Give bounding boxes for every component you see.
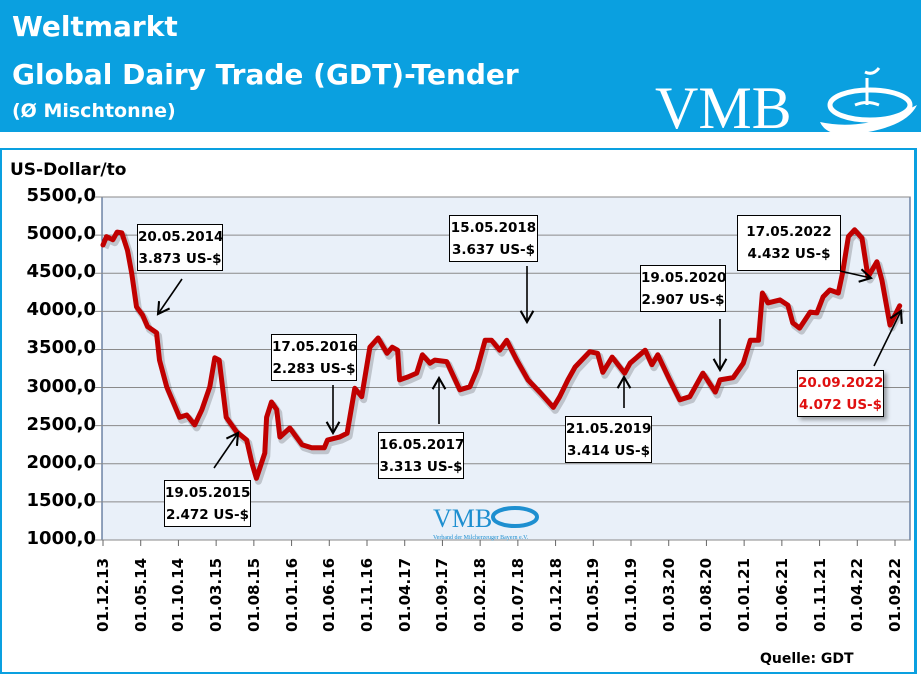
annotation-box: 21.05.2019 3.414 US-$ bbox=[565, 416, 652, 463]
annotation-box: 19.05.2020 2.907 US-$ bbox=[640, 265, 726, 312]
watermark-subtitle: Verband der Milcherzeuger Bayern e.V. bbox=[433, 535, 529, 541]
annotation-box: 20.05.2014 3.873 US-$ bbox=[137, 224, 223, 271]
y-tick-label: 2000,0 bbox=[26, 451, 96, 473]
y-tick-label: 3500,0 bbox=[26, 337, 96, 359]
arrow-2015 bbox=[213, 431, 240, 469]
annotation-box: 16.05.2017 3.313 US-$ bbox=[378, 432, 464, 479]
series-line-gdt-price bbox=[100, 227, 903, 481]
annotation-value: 3.873 US-$ bbox=[138, 251, 222, 267]
title-line-1: Weltmarkt bbox=[12, 10, 178, 43]
annotation-box: 19.05.2015 2.472 US-$ bbox=[164, 480, 251, 527]
y-tick-label: 5000,0 bbox=[26, 223, 96, 245]
annotation-arrows bbox=[156, 266, 903, 469]
y-tick-label: 4000,0 bbox=[26, 299, 96, 321]
annotation-box: 17.05.2022 4.432 US-$ bbox=[737, 215, 841, 271]
annotation-value: 2.283 US-$ bbox=[272, 361, 356, 377]
annotation-date: 21.05.2019 bbox=[566, 421, 652, 437]
title-line-3: (Ø Mischtonne) bbox=[12, 100, 176, 122]
annotation-value: 2.472 US-$ bbox=[165, 507, 250, 523]
title-line-2: Global Dairy Trade (GDT)-Tender bbox=[12, 58, 519, 91]
y-tick-label: 2500,0 bbox=[26, 413, 96, 435]
annotation-value: 3.313 US-$ bbox=[379, 459, 463, 475]
arrow-2022-05 bbox=[839, 268, 874, 283]
y-tick-label: 4500,0 bbox=[26, 261, 96, 283]
annotation-date: 17.05.2022 bbox=[746, 224, 832, 240]
y-axis-label: US-Dollar/to bbox=[10, 160, 127, 180]
source-label: Quelle: GDT bbox=[760, 651, 854, 667]
annotation-date: 20.05.2014 bbox=[138, 229, 224, 245]
annotation-box: 15.05.2018 3.637 US-$ bbox=[449, 215, 538, 262]
annotation-box: 20.09.2022 4.072 US-$ bbox=[797, 370, 884, 417]
annotation-date: 19.05.2015 bbox=[165, 485, 251, 501]
annotation-date: 19.05.2020 bbox=[641, 270, 727, 286]
annotation-value: 4.432 US-$ bbox=[747, 246, 831, 262]
annotation-value: 4.072 US-$ bbox=[798, 397, 883, 413]
arrow-2014 bbox=[156, 278, 183, 316]
y-tick-label: 5500,0 bbox=[26, 185, 96, 206]
svg-text:VMB: VMB bbox=[655, 75, 792, 140]
vmb-logo: VMB bbox=[655, 67, 917, 140]
annotation-date: 17.05.2016 bbox=[272, 339, 358, 355]
annotation-value: 3.414 US-$ bbox=[566, 443, 651, 459]
header-banner: Weltmarkt Global Dairy Trade (GDT)-Tende… bbox=[0, 0, 921, 140]
y-tick-label: 1000,0 bbox=[26, 528, 96, 549]
watermark-swoosh-icon bbox=[491, 506, 539, 528]
watermark-logo: VMB Verband der Milcherzeuger Bayern e.V… bbox=[433, 504, 539, 541]
annotation-value: 3.637 US-$ bbox=[451, 242, 536, 258]
y-tick-label: 3000,0 bbox=[26, 375, 96, 397]
arrow-2022-09 bbox=[873, 309, 903, 367]
annotation-date: 15.05.2018 bbox=[450, 220, 537, 236]
annotation-value: 2.907 US-$ bbox=[641, 292, 725, 308]
annotation-date: 16.05.2017 bbox=[379, 437, 465, 453]
y-tick-label: 1500,0 bbox=[26, 489, 96, 511]
watermark-text: VMB bbox=[433, 504, 492, 533]
annotation-date: 20.09.2022 bbox=[798, 375, 884, 391]
annotation-box: 17.05.2016 2.283 US-$ bbox=[271, 334, 357, 381]
